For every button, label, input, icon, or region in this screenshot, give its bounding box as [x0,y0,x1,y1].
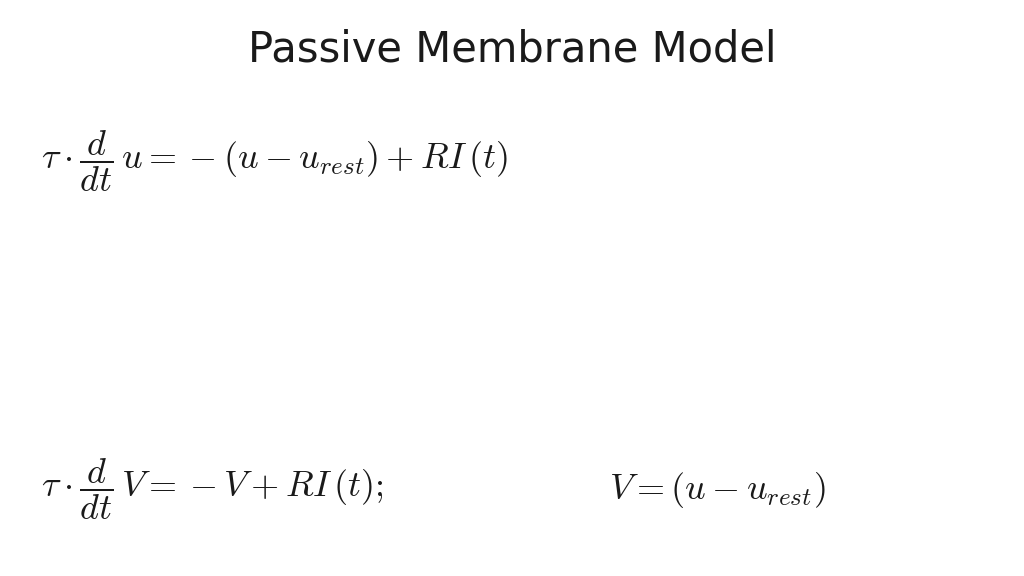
Text: $V = (u - u_{rest})$: $V = (u - u_{rest})$ [609,469,826,510]
Text: Passive Membrane Model: Passive Membrane Model [248,29,776,71]
Text: $\tau \cdot \dfrac{d}{dt}\,V = -V + RI\,(t);$: $\tau \cdot \dfrac{d}{dt}\,V = -V + RI\,… [41,457,384,522]
Text: $\tau \cdot \dfrac{d}{dt}\,u = -(u - u_{rest}) + RI\,(t)$: $\tau \cdot \dfrac{d}{dt}\,u = -(u - u_{… [41,128,509,194]
